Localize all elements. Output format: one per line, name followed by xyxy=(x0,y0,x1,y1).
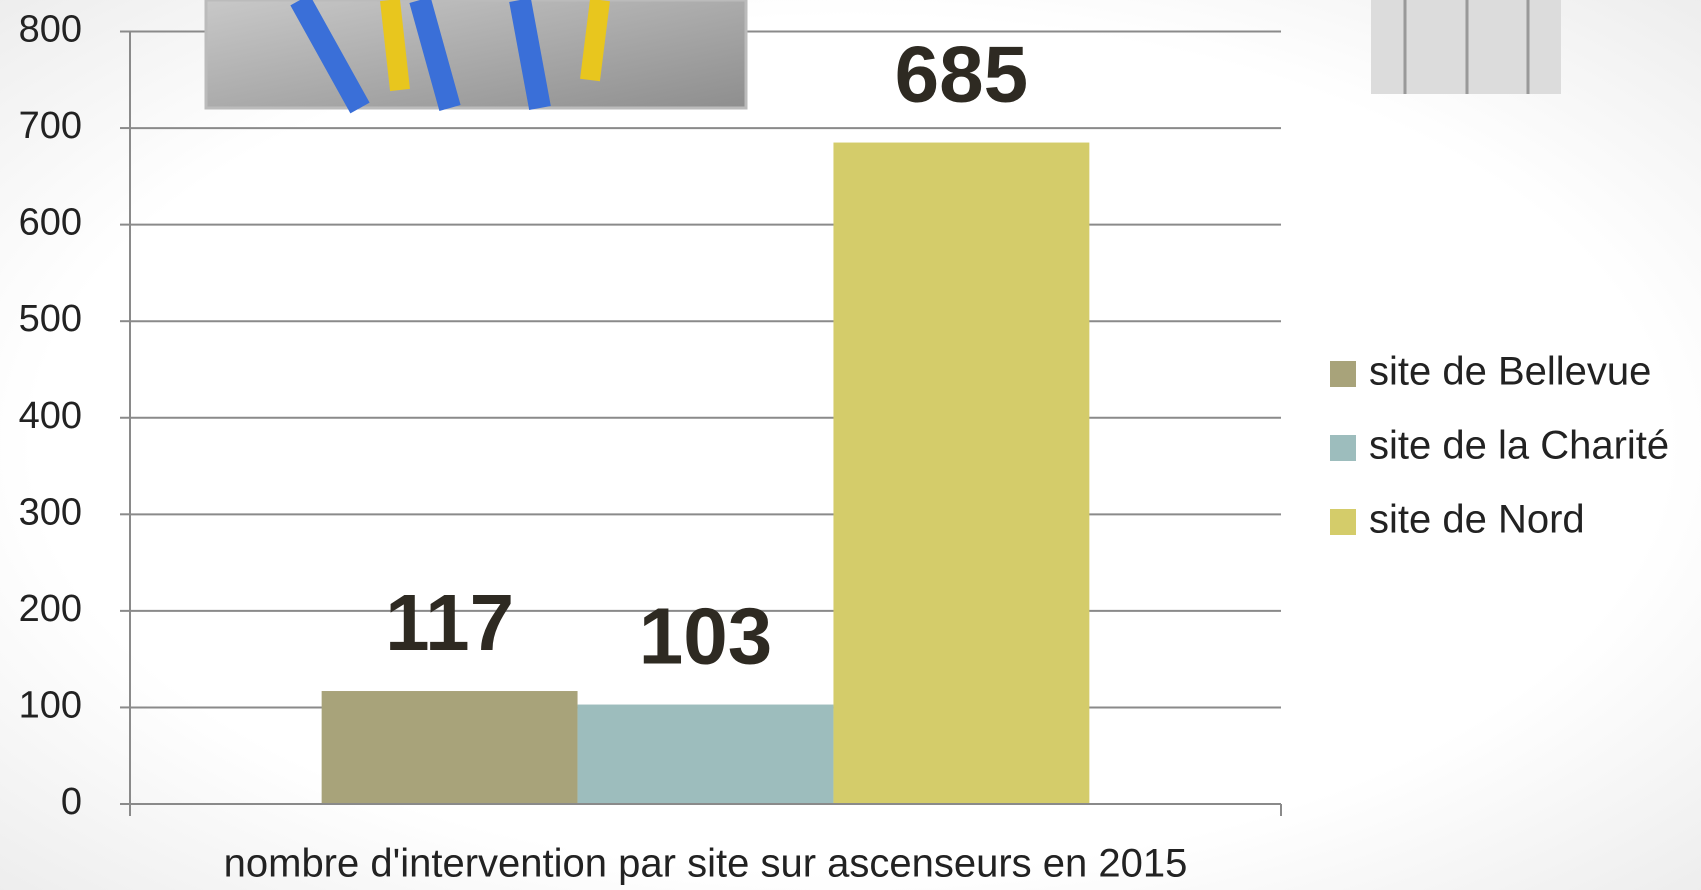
legend-swatch xyxy=(1330,509,1356,535)
bar xyxy=(833,143,1089,804)
legend-label: site de la Charité xyxy=(1369,424,1669,468)
legend-label: site de Bellevue xyxy=(1369,350,1651,394)
y-tick-label: 200 xyxy=(19,588,82,630)
legend-swatch xyxy=(1330,361,1356,387)
y-tick-label: 400 xyxy=(19,395,82,437)
bar xyxy=(578,705,834,804)
legend-label: site de Nord xyxy=(1369,498,1585,542)
legend-swatch xyxy=(1330,435,1356,461)
y-tick-label: 0 xyxy=(61,781,82,823)
y-tick-label: 800 xyxy=(19,9,82,51)
value-label: 103 xyxy=(639,592,772,681)
y-tick-label: 100 xyxy=(19,684,82,726)
y-tick-label: 600 xyxy=(19,202,82,244)
decorative-image xyxy=(206,0,746,108)
bar xyxy=(322,691,578,804)
y-tick-label: 700 xyxy=(19,105,82,147)
y-tick-label: 300 xyxy=(19,491,82,533)
chart: 0 100 200 300 400 500 600 700 800 nombre d'interv… xyxy=(0,0,1701,890)
y-tick-label: 500 xyxy=(19,298,82,340)
x-tick-label: nombre d'intervention par site sur ascen… xyxy=(224,842,1188,886)
value-label: 117 xyxy=(385,578,514,667)
value-label: 685 xyxy=(895,30,1028,119)
